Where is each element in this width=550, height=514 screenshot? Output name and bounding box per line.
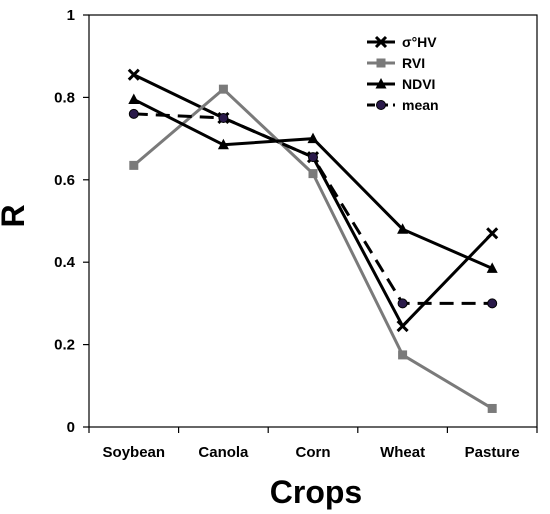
data-point xyxy=(127,68,140,81)
data-point xyxy=(218,113,229,123)
x-tick-label: Pasture xyxy=(465,444,520,461)
x-tick-label: Wheat xyxy=(380,444,425,461)
data-point xyxy=(218,84,228,94)
series-0 xyxy=(127,68,499,333)
legend-item: NDVI xyxy=(367,76,435,92)
legend-marker xyxy=(375,78,387,89)
series-1 xyxy=(129,84,497,413)
data-point xyxy=(128,108,139,119)
data-point xyxy=(129,160,139,170)
legend-label: mean xyxy=(402,97,439,113)
y-tick-label: 1 xyxy=(67,7,75,24)
data-point xyxy=(308,169,318,179)
legend-marker xyxy=(374,35,388,49)
series-2 xyxy=(128,93,498,273)
y-tick-label: 0.8 xyxy=(54,89,75,106)
data-point xyxy=(487,298,498,309)
x-tick-label: Canola xyxy=(198,444,249,461)
legend-label: σ°HV xyxy=(402,34,437,50)
y-tick-label: 0 xyxy=(67,419,75,436)
legend-item: mean xyxy=(367,97,439,113)
data-point xyxy=(486,262,498,273)
series-line xyxy=(133,98,493,270)
y-axis-title: R xyxy=(0,204,31,227)
data-point xyxy=(308,152,318,163)
data-point xyxy=(396,319,409,333)
y-tick-label: 0.4 xyxy=(54,254,76,271)
y-tick-label: 0.6 xyxy=(54,172,75,189)
data-point xyxy=(217,138,229,150)
legend-marker xyxy=(376,100,386,110)
legend-item: σ°HV xyxy=(367,34,437,50)
data-point xyxy=(397,223,409,234)
data-point xyxy=(128,93,140,104)
legend-item: RVI xyxy=(367,55,425,71)
data-point xyxy=(486,227,499,240)
series-group xyxy=(127,68,499,413)
legend-label: NDVI xyxy=(402,76,435,92)
legend-marker xyxy=(376,58,386,68)
x-axis-title: Crops xyxy=(270,474,362,510)
x-tick-label: Soybean xyxy=(103,444,166,461)
x-axis: Soybean Canola Corn Wheat Pasture xyxy=(88,427,538,461)
y-axis: 0 0.2 0.4 0.6 0.8 1 xyxy=(54,7,89,436)
plot-frame xyxy=(88,14,538,428)
data-point xyxy=(307,132,319,144)
y-tick-label: 0.2 xyxy=(54,337,75,354)
legend-label: RVI xyxy=(402,55,425,71)
data-point xyxy=(398,350,408,360)
series-3 xyxy=(128,108,498,309)
data-point xyxy=(397,298,408,309)
data-point xyxy=(487,403,497,413)
plot-area xyxy=(88,14,538,428)
legend: σ°HV RVI NDVI mean xyxy=(367,34,439,113)
x-tick-label: Corn xyxy=(296,444,331,461)
